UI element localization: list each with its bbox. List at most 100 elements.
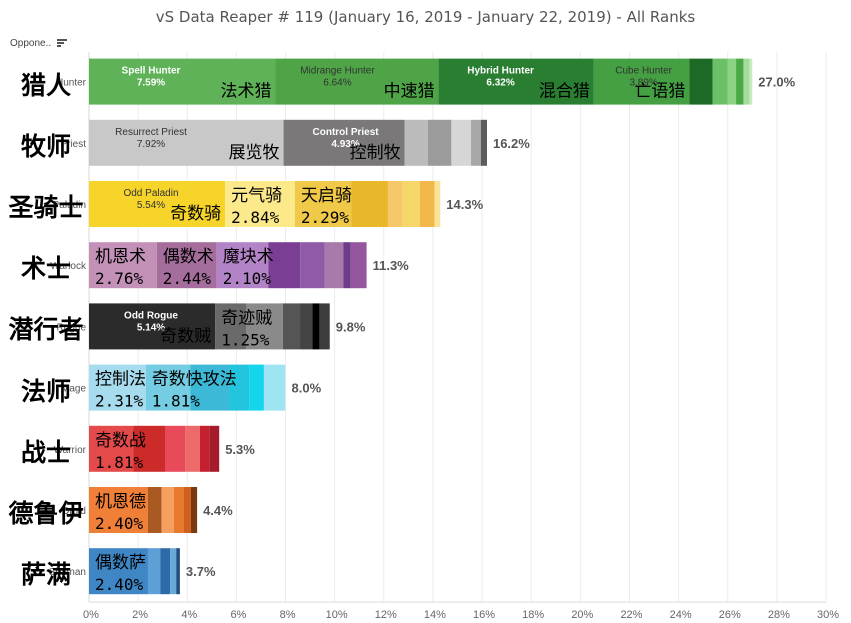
segment-cn-pct: 1.81% — [152, 392, 201, 411]
class-label-cn: 法师 — [20, 376, 71, 406]
x-tick-label: 14% — [424, 609, 446, 621]
segment-cn-label: 偶数术 — [163, 247, 214, 267]
bar-segment — [145, 364, 191, 411]
bar-segment — [419, 181, 435, 227]
bar-segment — [319, 303, 330, 350]
bar-segment — [480, 119, 487, 166]
bar-segment — [183, 487, 191, 533]
category-label: Paladin — [53, 200, 86, 211]
class-label-cn: 猎人 — [20, 70, 71, 100]
bar-segment — [727, 58, 737, 105]
bar-total-label: 3.7% — [186, 564, 216, 579]
x-tick-label: 4% — [181, 609, 197, 621]
x-tick-label: 12% — [375, 609, 397, 621]
bar-segment — [324, 242, 344, 289]
x-tick-label: 6% — [230, 609, 246, 621]
bar-segment — [294, 181, 352, 227]
segment-cn-label: 偶数萨 — [95, 553, 146, 573]
segment-cn-label: 奇数骑 — [170, 204, 221, 224]
sort-descending-icon[interactable] — [57, 39, 68, 48]
bar-segment — [165, 425, 186, 472]
bar-segment — [743, 58, 750, 105]
segment-pct-label: 5.54% — [137, 200, 165, 211]
bar-segment — [749, 58, 753, 105]
class-label-cn: 牧师 — [20, 131, 71, 161]
bar-segment — [133, 425, 166, 472]
segment-name-label: Spell Hunter — [122, 66, 181, 77]
x-tick-label: 30% — [817, 609, 839, 621]
segment-cn-pct: 2.40% — [95, 514, 144, 533]
class-label-cn: 德鲁伊 — [8, 499, 84, 528]
segment-name-label: Cube Hunter — [615, 66, 672, 77]
opponent-header-label: Oppone.. — [10, 38, 52, 49]
bar-segment — [712, 58, 728, 105]
bar-segment — [89, 119, 284, 166]
bar-segment — [428, 119, 452, 166]
segment-pct-label: 6.32% — [486, 78, 514, 89]
segment-cn-label: 中速猎 — [384, 82, 435, 102]
bar-total-label: 8.0% — [292, 381, 322, 396]
segment-cn-label: 机恩德 — [95, 492, 146, 512]
bar-segment — [160, 548, 171, 595]
x-tick-label: 18% — [522, 609, 544, 621]
bar-segment — [283, 119, 405, 166]
segment-cn-label: 奇数快攻法 — [152, 370, 237, 390]
segment-cn-label: 机恩术 — [95, 247, 146, 267]
class-label-cn: 潜行者 — [8, 315, 84, 345]
opponent-column-header[interactable]: Oppone.. — [10, 38, 68, 49]
x-tick-label: 2% — [132, 609, 148, 621]
bar-segment — [312, 303, 320, 350]
x-tick-label: 10% — [326, 609, 348, 621]
segment-pct-label: 4.93% — [331, 139, 359, 150]
bar-total-label: 14.3% — [446, 197, 483, 212]
bar-segment — [736, 58, 744, 105]
category-label: Warlock — [50, 261, 87, 272]
bar-segment — [89, 487, 148, 533]
x-tick-label: 0% — [83, 609, 99, 621]
bar-segment — [438, 58, 594, 105]
category-label: Rogue — [57, 322, 87, 333]
segment-cn-pct: 2.31% — [95, 392, 144, 411]
bar-segment — [689, 58, 713, 105]
bar-segment — [402, 181, 420, 227]
segment-cn-label: 天启骑 — [301, 186, 352, 206]
segment-cn-label: 混合猎 — [539, 82, 590, 102]
segment-name-label: Odd Paladin — [123, 188, 178, 199]
category-label: Mage — [61, 384, 86, 395]
x-tick-label: 16% — [473, 609, 495, 621]
bar-segment — [275, 58, 439, 105]
x-tick-label: 24% — [670, 609, 692, 621]
bar-total-label: 11.3% — [373, 258, 410, 273]
segment-cn-label: 奇迹贼 — [221, 308, 272, 328]
bar-segment — [263, 364, 286, 411]
category-label: Warrior — [54, 445, 87, 456]
bar-segment — [434, 181, 441, 227]
segment-cn-label: 元气骑 — [231, 186, 282, 206]
x-tick-label: 22% — [620, 609, 642, 621]
bar-segment — [156, 242, 217, 289]
bar-segment — [350, 242, 367, 289]
bar-segment — [176, 548, 180, 595]
bar-segment — [147, 487, 162, 533]
bar-segment — [190, 487, 198, 533]
bar-total-label: 27.0% — [758, 75, 795, 90]
bar-segment — [215, 303, 246, 350]
bar-segment — [268, 242, 301, 289]
bar-segment — [89, 181, 226, 227]
bar-segment — [300, 242, 325, 289]
bar-segment — [147, 548, 161, 595]
bar-segment — [185, 425, 200, 472]
segment-cn-label: 奇数贼 — [160, 326, 211, 346]
bar-segment — [249, 364, 264, 411]
segment-cn-label: 法术猎 — [220, 82, 271, 102]
bar-segment — [471, 119, 481, 166]
segment-name-label: Resurrect Priest — [115, 127, 187, 138]
segment-cn-pct: 2.44% — [163, 269, 212, 288]
x-tick-label: 8% — [280, 609, 296, 621]
segment-cn-label: 控制法 — [95, 370, 146, 390]
segment-cn-pct: 2.84% — [231, 208, 280, 227]
bar-segment — [209, 425, 220, 472]
bar-segment — [199, 425, 210, 472]
bar-segment — [161, 487, 174, 533]
